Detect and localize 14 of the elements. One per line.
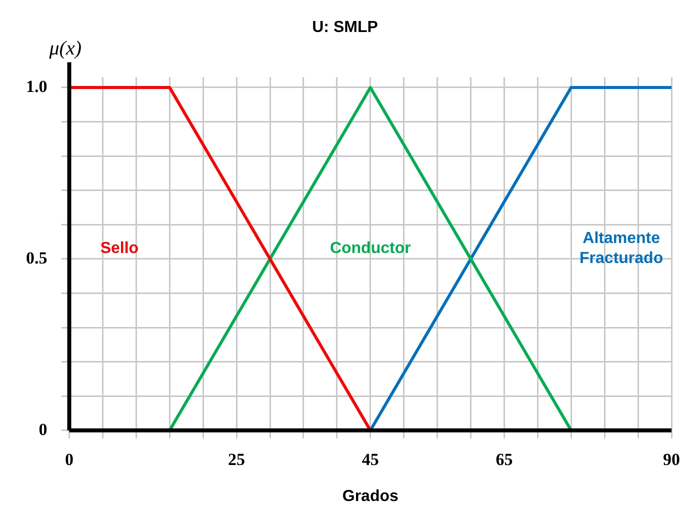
x-tick-label: 25 [228, 450, 246, 469]
x-tick-label: 90 [663, 450, 680, 469]
y-tick-label: 0 [38, 420, 48, 439]
x-tick-label: 0 [65, 450, 74, 469]
y-tick-label: 0.5 [26, 248, 48, 268]
x-axis-title: Grados [342, 488, 398, 505]
x-tick-label: 65 [496, 450, 513, 469]
text: Conductor [330, 240, 411, 258]
text: Sello [100, 240, 139, 258]
x-tick-label: 45 [362, 450, 379, 469]
y-tick-label: 1.0 [26, 76, 48, 96]
y-axis-title: μ(x) [48, 37, 82, 60]
chart-title: U: SMLP [312, 19, 378, 36]
text: Altamente Fracturado [580, 230, 664, 268]
